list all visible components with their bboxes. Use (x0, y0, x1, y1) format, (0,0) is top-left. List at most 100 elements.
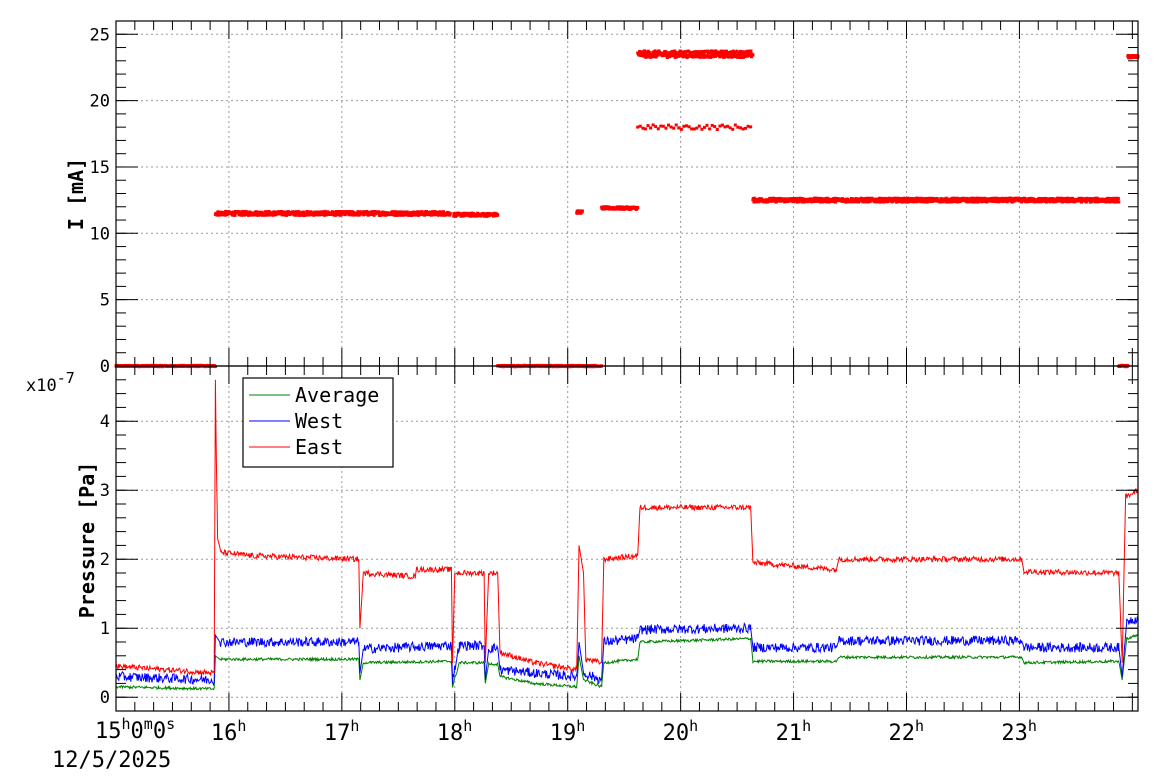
hour-label-23: 23h (1001, 717, 1037, 746)
time-axis-start-label: 15h0m0s (95, 715, 175, 744)
y-tick-label: 20 (90, 92, 110, 112)
current-point (649, 126, 653, 130)
current-point (715, 128, 719, 131)
legend: Average West East (242, 377, 394, 468)
current-point (656, 127, 660, 131)
current-point (703, 125, 706, 129)
pressure-line-average (115, 634, 1139, 692)
current-point (403, 213, 407, 217)
current-point (664, 126, 668, 130)
current-point (661, 124, 665, 128)
current-point (986, 199, 990, 203)
current-point (710, 123, 714, 127)
current-point (697, 124, 701, 128)
current-point (377, 210, 381, 214)
current-point (743, 55, 747, 58)
current-point (1040, 200, 1044, 204)
pressure-axis-ticks: 0 1 2 3 4 (100, 366, 1138, 712)
current-point (849, 197, 853, 200)
current-point (1115, 200, 1118, 204)
current-point (233, 213, 237, 217)
current-plot: 0 5 10 15 20 25 I [mA] (64, 20, 1140, 377)
current-point (878, 196, 881, 200)
current-ylabel: I [mA] (64, 158, 88, 230)
current-point (743, 53, 747, 57)
current-point (725, 49, 728, 53)
current-point (297, 210, 301, 214)
current-point (653, 49, 657, 53)
y-tick-label: 5 (100, 291, 110, 311)
current-point (685, 56, 689, 59)
time-axis-date: 12/5/2025 (52, 748, 171, 773)
current-point (698, 50, 702, 54)
current-point (670, 49, 674, 53)
current-point (642, 54, 646, 58)
current-point (1032, 197, 1036, 201)
current-point (749, 125, 753, 129)
current-point (294, 213, 298, 217)
current-point (314, 213, 318, 217)
current-point (713, 125, 717, 129)
legend-box (242, 377, 394, 468)
current-point (738, 126, 742, 130)
y-tick-label: 0 (100, 357, 110, 377)
legend-label-average: Average (295, 383, 379, 407)
current-point (637, 53, 641, 57)
current-point (1051, 197, 1055, 200)
current-point (813, 196, 817, 200)
current-point (636, 206, 640, 210)
current-point (400, 213, 404, 217)
current-point (455, 214, 459, 217)
current-point (723, 54, 727, 58)
current-point (732, 55, 736, 59)
legend-label-east: East (295, 435, 343, 459)
current-point (420, 210, 424, 214)
current-point (925, 200, 929, 204)
current-point (651, 54, 654, 58)
current-point (654, 55, 658, 59)
current-point (705, 123, 709, 127)
current-point (636, 125, 640, 129)
y-tick-label: 4 (100, 412, 110, 432)
pressure-plot-frame (115, 365, 1139, 712)
current-point (1084, 200, 1088, 204)
current-point (337, 212, 341, 215)
current-point (638, 124, 642, 128)
current-point (694, 53, 698, 57)
y-tick-label: 25 (90, 25, 110, 45)
current-point (674, 123, 678, 127)
current-point (692, 127, 696, 131)
hour-labels: 16h 17h 18h 19h 20h 21h 22h 23h (211, 717, 1037, 746)
current-point (242, 213, 246, 217)
current-point (718, 124, 722, 128)
y-tick-label: 2 (100, 550, 110, 570)
current-point (690, 127, 694, 131)
current-point (675, 51, 679, 55)
current-point (667, 123, 670, 127)
current-point (951, 200, 955, 204)
current-point (647, 50, 651, 54)
current-point (735, 49, 739, 53)
current-point (679, 127, 683, 131)
current-point (844, 200, 848, 204)
current-point (440, 213, 444, 217)
pressure-ylabel: Pressure [Pa] (75, 462, 99, 619)
current-point (438, 210, 442, 214)
current-point (708, 127, 712, 131)
current-point (681, 50, 685, 54)
current-point (726, 124, 730, 128)
current-point (409, 211, 413, 214)
current-point (669, 125, 673, 129)
current-point (728, 126, 732, 130)
current-point (731, 53, 735, 56)
current-point (965, 200, 969, 204)
current-point (910, 197, 914, 200)
current-point (866, 200, 870, 204)
current-point (656, 53, 660, 57)
current-point (664, 51, 668, 55)
current-point (709, 55, 713, 59)
current-point (711, 49, 715, 53)
current-point (700, 127, 704, 131)
current-point (749, 49, 753, 53)
